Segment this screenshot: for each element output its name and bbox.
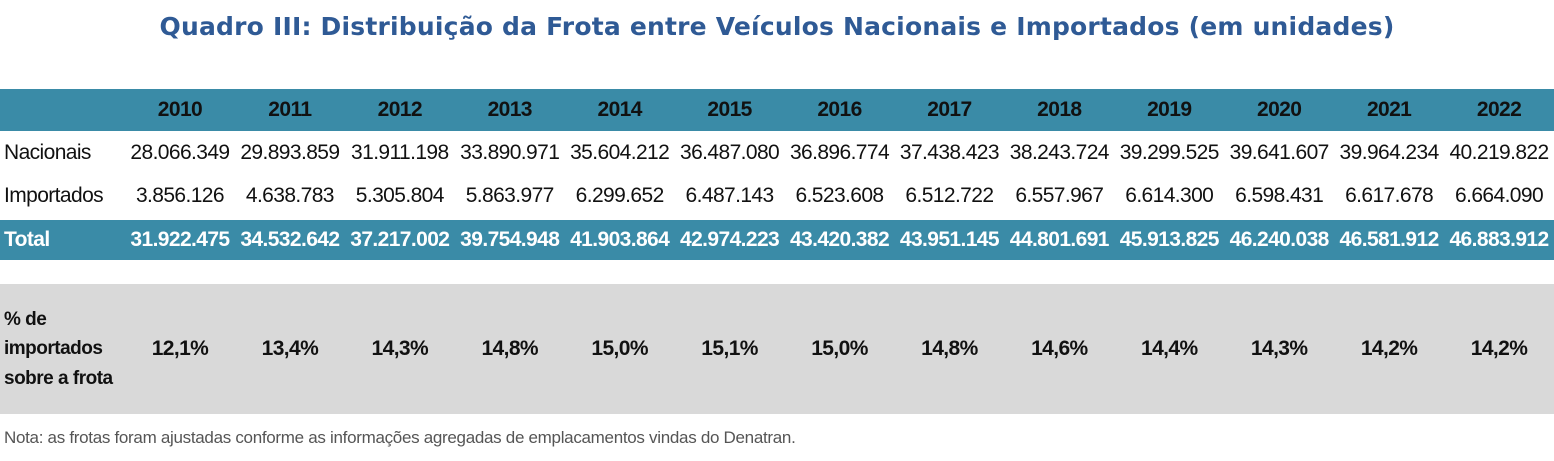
total-cell: 37.217.002 [350,228,450,251]
total-cell: 46.240.038 [1229,228,1330,251]
table-cell: 5.863.977 [465,183,555,207]
header-year: 2020 [1257,98,1302,121]
percent-cell: 14,8% [481,337,538,360]
table-cell: 37.438.423 [899,140,1000,164]
total-cell: 44.801.691 [1009,228,1110,251]
table-cell: 29.893.859 [240,140,340,164]
table-row-importados: Importados 3.856.126 4.638.783 5.305.804… [0,174,1554,217]
row-label: Total [4,228,50,251]
total-cell: 46.883.912 [1449,228,1549,251]
header-year: 2016 [817,98,862,121]
table-cell: 6.598.431 [1235,183,1324,207]
table-header-row: 2010 2011 2012 2013 2014 2015 2016 2017 … [0,89,1554,131]
percent-cell: 14,3% [371,337,429,360]
percent-cell: 14,2% [1360,337,1418,360]
table-row-percent: % de importados sobre a frota 12,1% 13,4… [0,284,1554,414]
total-cell: 46.581.912 [1339,228,1440,251]
header-year: 2021 [1366,98,1412,121]
fleet-table: 2010 2011 2012 2013 2014 2015 2016 2017 … [0,89,1554,260]
percent-cell: 12,1% [151,337,209,360]
percent-cell: 15,0% [811,337,868,360]
total-cell: 39.754.948 [460,228,560,251]
percent-cell: 15,1% [701,337,758,360]
table-cell: 6.617.678 [1345,183,1434,207]
table-cell: 6.557.967 [1015,183,1104,207]
percent-label-line: importados [4,338,103,360]
table-cell: 35.604.212 [570,140,670,164]
header-year: 2015 [707,98,752,121]
header-year: 2010 [157,98,203,121]
total-cell: 41.903.864 [570,228,670,251]
total-cell: 43.420.382 [789,228,890,251]
header-year: 2022 [1476,98,1522,121]
header-year: 2017 [927,98,972,121]
row-label: Nacionais [4,140,91,164]
table-cell: 28.066.349 [130,140,230,164]
table-cell: 39.641.607 [1229,140,1330,164]
percent-cell: 14,6% [1031,337,1088,360]
table-cell: 36.487.080 [680,140,780,164]
percent-cell: 14,4% [1140,337,1198,360]
percent-imported-block: % de importados sobre a frota 12,1% 13,4… [0,284,1554,414]
table-cell: 38.243.724 [1009,140,1110,164]
table-cell: 36.896.774 [789,140,890,164]
table-cell: 6.299.652 [575,183,665,207]
table-title: Quadro III: Distribuição da Frota entre … [159,12,1395,41]
table-cell: 4.638.783 [245,183,335,207]
total-cell: 43.951.145 [899,228,1000,251]
table-cell: 39.964.234 [1339,140,1440,164]
table-row-nacionais: Nacionais 28.066.349 29.893.859 31.911.1… [0,131,1554,174]
header-year: 2013 [487,98,533,121]
footnote: Nota: as frotas foram ajustadas conforme… [4,428,796,447]
percent-cell: 15,0% [591,337,648,360]
percent-row-label: % de importados sobre a frota [0,305,125,393]
percent-label-line: sobre a frota [4,367,113,389]
percent-cell: 14,3% [1250,337,1308,360]
total-cell: 34.532.642 [240,228,340,251]
table-cell: 6.523.608 [795,183,884,207]
table-cell: 6.614.300 [1125,183,1214,207]
table-cell: 39.299.525 [1119,140,1220,164]
header-year: 2012 [377,98,423,121]
total-cell: 31.922.475 [130,228,230,251]
percent-cell: 14,8% [921,337,978,360]
row-divider [0,217,1554,220]
row-label: Importados [4,183,104,207]
header-year: 2018 [1037,98,1082,121]
header-year: 2019 [1147,98,1192,121]
table-cell: 5.305.804 [355,183,445,207]
table-cell: 6.487.143 [685,183,775,207]
total-cell: 45.913.825 [1119,228,1220,251]
total-cell: 42.974.223 [680,228,780,251]
table-cell: 33.890.971 [460,140,560,164]
percent-label-line: % de [4,308,47,330]
table-row-total: Total 31.922.475 34.532.642 37.217.002 3… [0,220,1554,260]
table-cell: 6.664.090 [1455,183,1544,207]
table-cell: 31.911.198 [351,140,449,164]
table-cell: 40.219.822 [1449,140,1549,164]
table-cell: 3.856.126 [135,183,225,207]
table-cell: 6.512.722 [905,183,994,207]
percent-cell: 14,2% [1470,337,1528,360]
header-year: 2011 [268,98,312,121]
header-year: 2014 [597,98,642,121]
percent-cell: 13,4% [261,337,319,360]
